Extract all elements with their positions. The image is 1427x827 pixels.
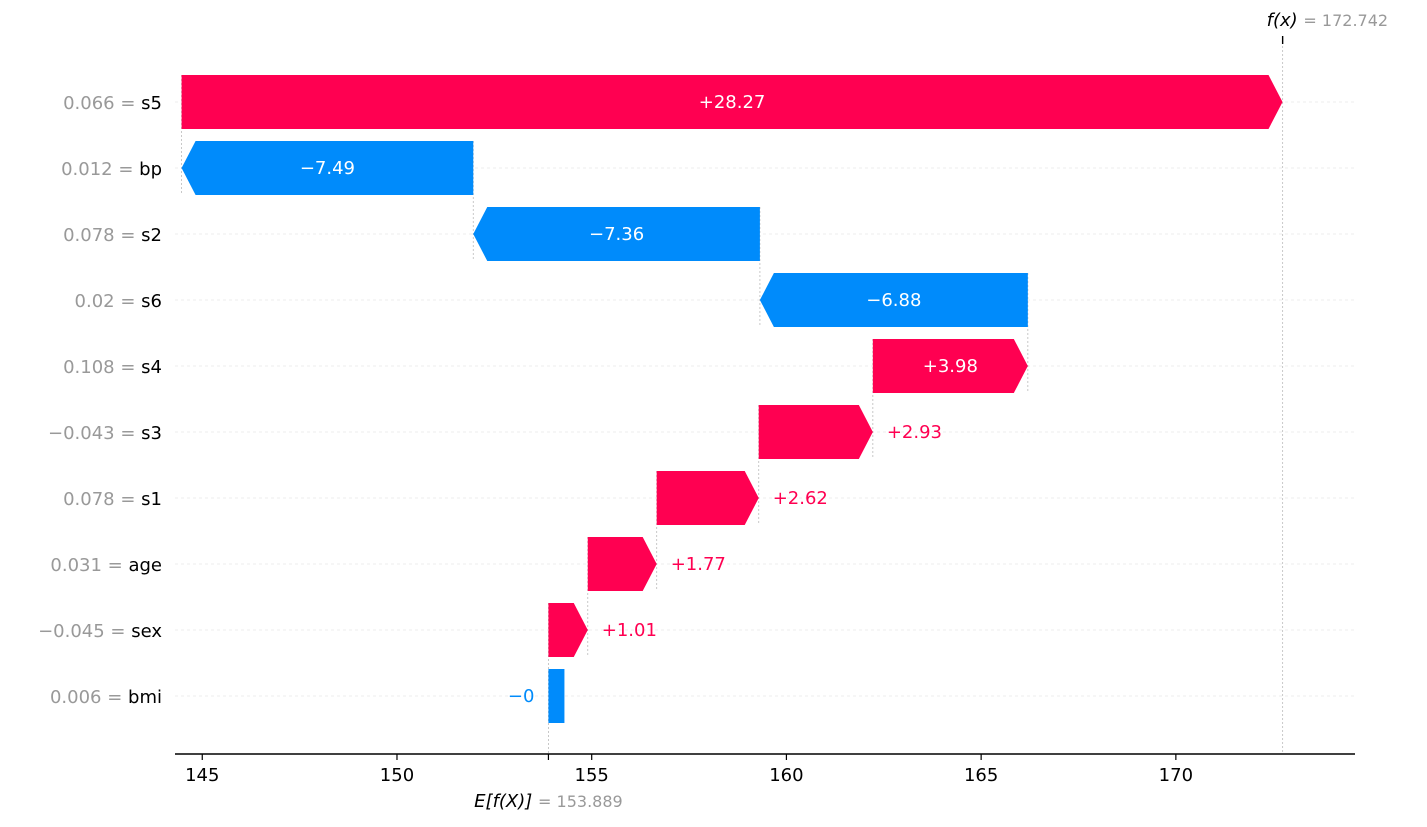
feature-value-s4: 0.108 = <box>63 357 141 378</box>
output-value-annotation: f(x) = 172.742 <box>1267 10 1388 31</box>
feature-name-s2: s2 <box>141 225 162 246</box>
feature-name-s1: s1 <box>141 489 162 510</box>
bars: +28.27 −7.49 −7.36 −6.88 +3.98 +2.93 +2.62 +1.7… <box>181 75 1283 723</box>
bar-s2 <box>473 207 760 261</box>
output-value-number: = 172.742 <box>1303 11 1388 30</box>
x-tick-label: 145 <box>185 765 219 786</box>
x-tick-label: 165 <box>964 765 998 786</box>
bar-value-label-s4: +3.98 <box>923 356 978 377</box>
feature-value-s3: −0.043 = <box>48 423 141 444</box>
feature-value-s6: 0.02 = <box>75 291 142 312</box>
feature-label-s1: 0.078 = s1 <box>63 489 162 510</box>
bar-age <box>587 537 657 591</box>
feature-label-sex: −0.045 = sex <box>38 621 162 642</box>
feature-value-s5: 0.066 = <box>63 93 141 114</box>
feature-name-s4: s4 <box>141 357 162 378</box>
bar-bmi <box>548 669 565 723</box>
feature-name-bmi: bmi <box>128 687 162 708</box>
bar-bp <box>181 141 474 195</box>
bar-value-label-s2: −7.36 <box>589 224 644 245</box>
bar-value-label-bmi: −0 <box>508 686 535 707</box>
feature-value-age: 0.031 = <box>50 555 128 576</box>
bar-value-label-age: +1.77 <box>671 554 726 575</box>
bar-value-label-s6: −6.88 <box>866 290 921 311</box>
feature-name-bp: bp <box>139 159 162 180</box>
base-value-annotation: E[f(X)] = 153.889 <box>474 791 623 812</box>
feature-value-bmi: 0.006 = <box>50 687 128 708</box>
bar-sex <box>548 603 588 657</box>
bar-value-label-s1: +2.62 <box>773 488 828 509</box>
feature-label-bmi: 0.006 = bmi <box>50 687 162 708</box>
bar-s6 <box>759 273 1028 327</box>
feature-label-s3: −0.043 = s3 <box>48 423 162 444</box>
output-value-prefix: f(x) <box>1267 10 1304 31</box>
bar-s3 <box>758 405 873 459</box>
feature-value-s2: 0.078 = <box>63 225 141 246</box>
x-tick-label: 170 <box>1159 765 1193 786</box>
feature-label-age: 0.031 = age <box>50 555 162 576</box>
bar-s5 <box>181 75 1283 129</box>
feature-value-bp: 0.012 = <box>61 159 139 180</box>
feature-label-s6: 0.02 = s6 <box>75 291 162 312</box>
feature-label-s5: 0.066 = s5 <box>63 93 162 114</box>
base-value-number: = 153.889 <box>538 792 623 811</box>
feature-label-s2: 0.078 = s2 <box>63 225 162 246</box>
value-annotations: E[f(X)] = 153.889 f(x) = 172.742 <box>474 10 1388 812</box>
bar-value-label-s5: +28.27 <box>699 92 766 113</box>
feature-name-s6: s6 <box>141 291 162 312</box>
bar-s4 <box>872 339 1028 393</box>
bar-s1 <box>656 471 759 525</box>
x-tick-label: 160 <box>769 765 803 786</box>
feature-value-s1: 0.078 = <box>63 489 141 510</box>
feature-name-sex: sex <box>131 621 162 642</box>
feature-name-age: age <box>128 555 162 576</box>
x-tick-label: 155 <box>575 765 609 786</box>
feature-label-s4: 0.108 = s4 <box>63 357 162 378</box>
x-axis: 145 150 155 160 165 170 <box>175 753 1355 786</box>
bar-value-label-sex: +1.01 <box>602 620 657 641</box>
bar-value-label-bp: −7.49 <box>300 158 355 179</box>
feature-label-bp: 0.012 = bp <box>61 159 162 180</box>
base-value-prefix: E[f(X)] <box>474 791 538 812</box>
feature-labels: 0.066 = s50.012 = bp0.078 = s20.02 = s60… <box>38 93 162 708</box>
bar-value-label-s3: +2.93 <box>887 422 942 443</box>
feature-name-s3: s3 <box>141 423 162 444</box>
feature-name-s5: s5 <box>141 93 162 114</box>
x-tick-label: 150 <box>380 765 414 786</box>
feature-value-sex: −0.045 = <box>38 621 131 642</box>
